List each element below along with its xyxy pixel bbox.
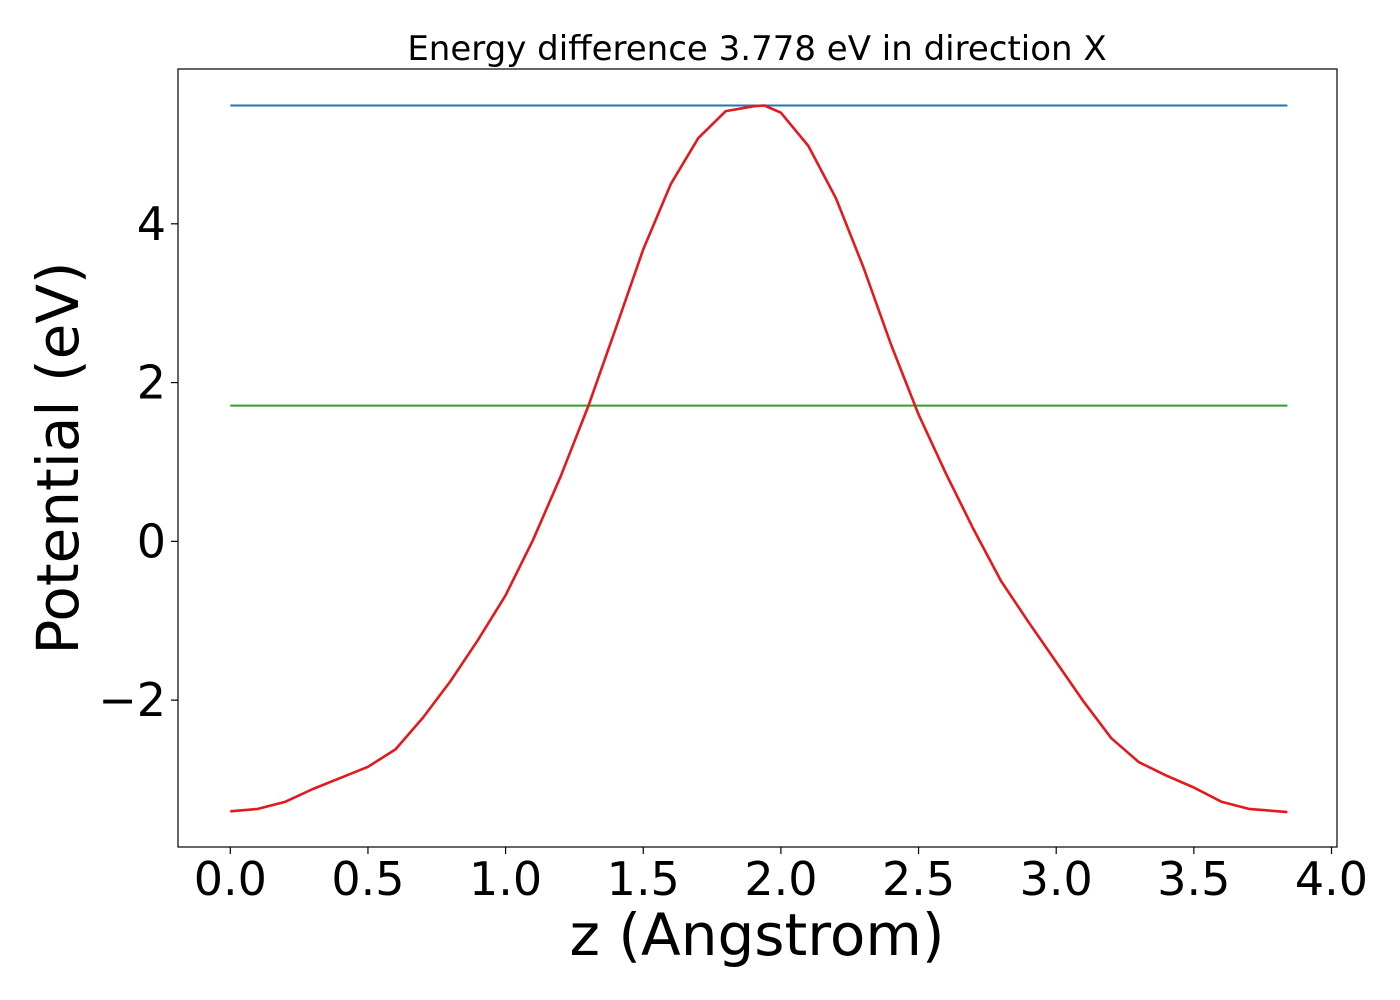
y-axis-label: Potential (eV) [24,261,92,654]
potential-curve [230,104,1288,814]
x-tick-label: 0.0 [194,852,267,906]
y-tick-label: −2 [98,673,166,727]
x-tick-label: 2.5 [882,852,955,906]
x-tick-label: 4.0 [1295,852,1368,906]
x-tick-label: 1.5 [607,852,680,906]
plot-area [177,68,1338,848]
y-axis-ticks: −2 0 2 4 [98,197,178,727]
y-tick-label: 0 [137,514,166,568]
y-tick-label: 4 [137,197,166,251]
series-layer [230,104,1288,814]
x-axis-label: z (Angstrom) [570,901,945,969]
x-tick-label: 0.5 [331,852,404,906]
y-tick-label: 2 [137,356,166,410]
x-axis-ticks: 0.0 0.5 1.0 1.5 2.0 2.5 3.0 3.5 4.0 [194,847,1368,906]
plot-frame [177,68,1338,848]
x-tick-label: 2.0 [744,852,817,906]
x-tick-label: 3.0 [1020,852,1093,906]
chart-title: Energy difference 3.778 eV in direction … [407,29,1106,69]
x-tick-label: 3.5 [1157,852,1230,906]
x-tick-label: 1.0 [469,852,542,906]
